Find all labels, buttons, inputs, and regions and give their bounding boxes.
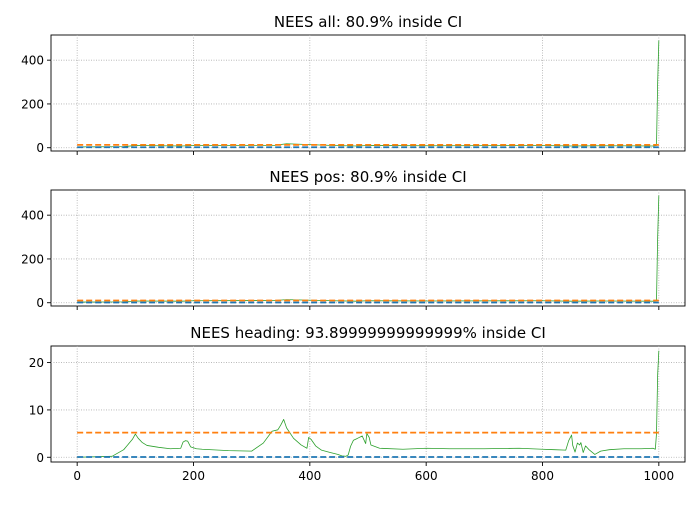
x-tick-label: 1000 — [644, 469, 675, 483]
y-tick-label: 400 — [21, 209, 44, 223]
y-tick-label: 20 — [29, 356, 44, 370]
y-tick-label: 10 — [29, 403, 44, 417]
x-tick-label: 600 — [415, 469, 438, 483]
series-layer — [77, 40, 660, 149]
y-tick-label: 0 — [36, 451, 44, 465]
ticks-layer: 0 200 400 — [21, 209, 660, 310]
ticks-layer: 0 200 400 600 800 1000 0 10 20 — [29, 356, 674, 483]
ticks-layer: 0 200 400 — [21, 54, 660, 155]
grid-layer — [51, 190, 685, 306]
nees-line — [77, 350, 660, 458]
axes-frame — [50, 345, 686, 463]
y-tick-label: 200 — [21, 252, 44, 266]
nees-line — [77, 40, 660, 148]
subplot-nees-all: NEES all: 80.9% inside CI 0 200 400 — [21, 13, 686, 155]
series-layer — [77, 350, 660, 458]
y-tick-label: 200 — [21, 97, 44, 111]
subplot-nees-heading: NEES heading: 93.89999999999999% inside … — [29, 324, 686, 483]
subplot-title: NEES pos: 80.9% inside CI — [269, 168, 466, 186]
grid-layer — [51, 35, 685, 151]
subplot-title: NEES all: 80.9% inside CI — [274, 13, 462, 31]
subplot-title: NEES heading: 93.89999999999999% inside … — [190, 324, 546, 342]
y-tick-label: 0 — [36, 141, 44, 155]
series-layer — [77, 195, 660, 304]
x-tick-label: 200 — [182, 469, 205, 483]
grid-layer — [51, 346, 685, 462]
x-tick-label: 400 — [298, 469, 321, 483]
y-tick-label: 400 — [21, 54, 44, 68]
x-tick-label: 0 — [73, 469, 81, 483]
y-tick-label: 0 — [36, 296, 44, 310]
axes-frame — [50, 34, 686, 152]
subplot-nees-pos: NEES pos: 80.9% inside CI 0 200 400 — [21, 168, 686, 310]
axes-frame — [50, 189, 686, 307]
x-tick-label: 800 — [531, 469, 554, 483]
